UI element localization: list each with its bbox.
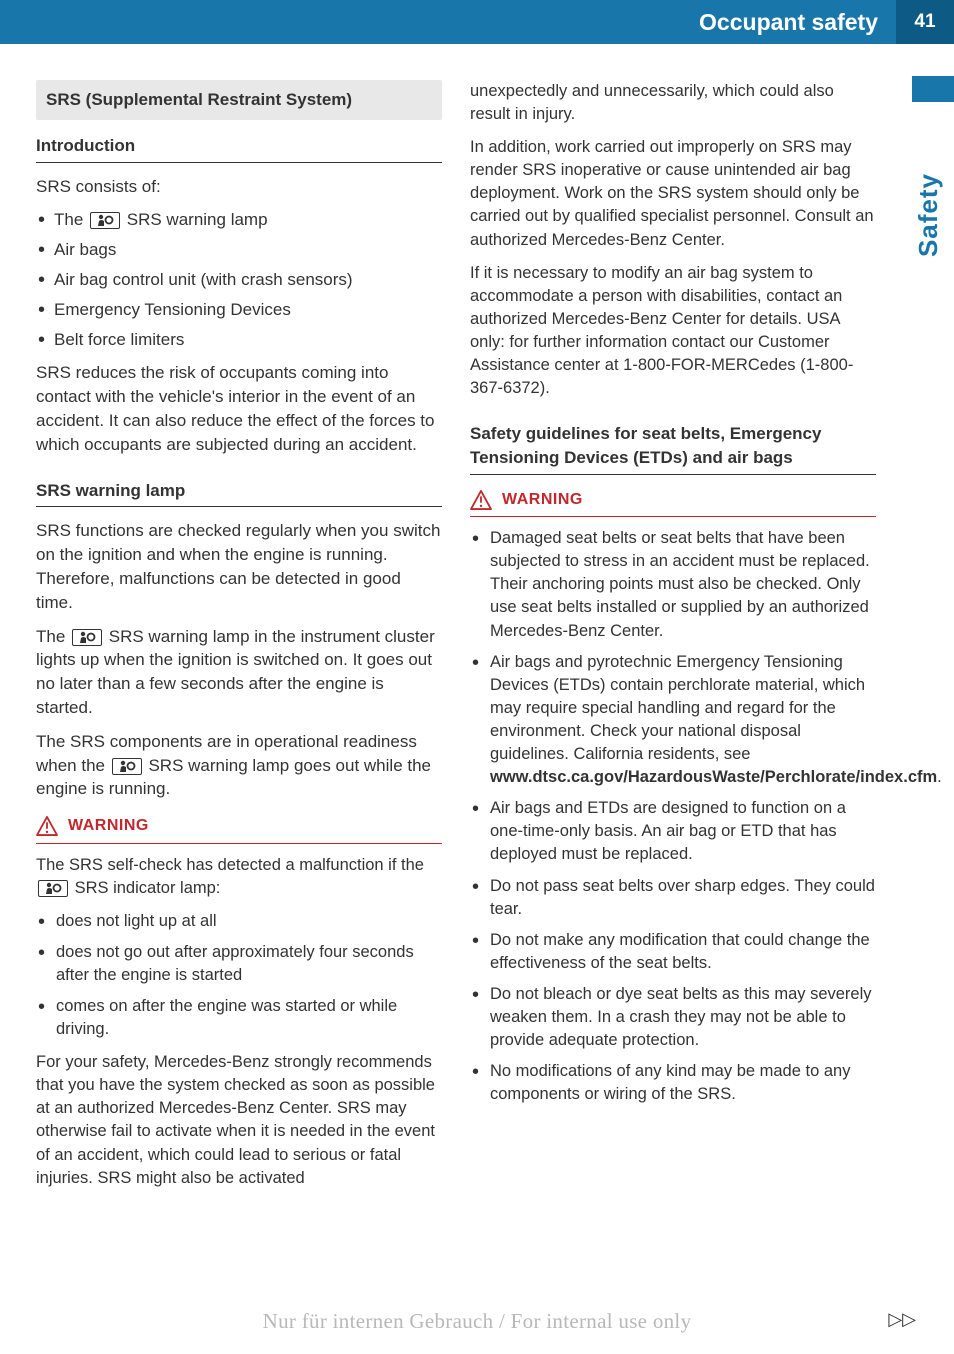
list-item: Do not pass seat belts over sharp edges.… xyxy=(470,875,876,921)
lamp-p1: SRS functions are checked regularly when… xyxy=(36,519,442,614)
right-p3: If it is necessary to modify an air bag … xyxy=(470,262,876,401)
list-item: Belt force limiters xyxy=(36,328,442,352)
header-title: Occupant safety xyxy=(699,6,896,38)
footer: Nur für internen Gebrauch / For internal… xyxy=(0,1307,954,1336)
subheader-introduction: Introduction xyxy=(36,134,442,163)
guidelines-list: Damaged seat belts or seat belts that ha… xyxy=(470,527,876,1106)
srs-icon xyxy=(112,758,142,775)
section-header-srs: SRS (Supplemental Restraint System) xyxy=(36,80,442,120)
warning-label: WARNING xyxy=(502,489,583,511)
srs-components-list: The SRS warning lamp Air bags Air bag co… xyxy=(36,208,442,351)
srs-icon xyxy=(72,629,102,646)
warning-label: WARNING xyxy=(68,815,149,837)
srs-icon xyxy=(90,212,120,229)
list-item: Emergency Tensioning Devices xyxy=(36,298,442,322)
left-column: SRS (Supplemental Restraint System) Intr… xyxy=(36,80,442,1200)
list-item: Air bags xyxy=(36,238,442,262)
warning-triangle-icon xyxy=(470,490,492,510)
content-area: SRS (Supplemental Restraint System) Intr… xyxy=(0,44,954,1200)
list-item: Air bags and pyrotechnic Emergency Tensi… xyxy=(470,651,876,790)
warning-triangle-icon xyxy=(36,816,58,836)
lamp-p3: The SRS components are in operational re… xyxy=(36,730,442,801)
guidelines-body: Damaged seat belts or seat belts that ha… xyxy=(470,527,876,1106)
right-p1: unexpectedly and unnecessarily, which co… xyxy=(470,80,876,126)
page-number: 41 xyxy=(896,0,954,44)
list-item: Do not make any modification that could … xyxy=(470,929,876,975)
right-column: unexpectedly and unnecessarily, which co… xyxy=(470,80,900,1200)
intro-lead: SRS consists of: xyxy=(36,175,442,199)
warning-p1: The SRS self-check has detected a malfun… xyxy=(36,854,442,900)
list-item: No modifications of any kind may be made… xyxy=(470,1060,876,1106)
warning-header: WARNING xyxy=(36,815,442,843)
list-item: The SRS warning lamp xyxy=(36,208,442,232)
side-marker xyxy=(912,76,954,102)
list-item: Air bag control unit (with crash sensors… xyxy=(36,268,442,292)
warning-body: The SRS self-check has detected a malfun… xyxy=(36,854,442,1190)
subheader-srs-lamp: SRS warning lamp xyxy=(36,479,442,508)
url-text: www.dtsc.ca.gov/HazardousWaste/Perchlora… xyxy=(490,768,937,786)
list-item: Damaged seat belts or seat belts that ha… xyxy=(470,527,876,642)
continue-arrow-icon: ▷▷ xyxy=(888,1307,916,1332)
list-item: comes on after the engine was started or… xyxy=(36,995,442,1041)
side-tab: Safety xyxy=(902,155,954,275)
warning-p2: For your safety, Mercedes-Benz strongly … xyxy=(36,1051,442,1190)
warning-header-2: WARNING xyxy=(470,489,876,517)
lamp-p2: The SRS warning lamp in the instrument c… xyxy=(36,625,442,720)
footer-watermark: Nur für internen Gebrauch / For internal… xyxy=(263,1307,692,1336)
srs-icon xyxy=(38,880,68,897)
intro-paragraph: SRS reduces the risk of occupants coming… xyxy=(36,361,442,456)
right-p2: In addition, work carried out improperly… xyxy=(470,136,876,251)
list-item: Air bags and ETDs are designed to functi… xyxy=(470,797,876,866)
list-item: does not light up at all xyxy=(36,910,442,933)
warning-list: does not light up at all does not go out… xyxy=(36,910,442,1041)
list-item: does not go out after approximately four… xyxy=(36,941,442,987)
list-item: Do not bleach or dye seat belts as this … xyxy=(470,983,876,1052)
page-header: Occupant safety 41 xyxy=(0,0,954,44)
subheader-guidelines: Safety guidelines for seat belts, Emerge… xyxy=(470,422,876,475)
warning-continuation: unexpectedly and unnecessarily, which co… xyxy=(470,80,876,400)
